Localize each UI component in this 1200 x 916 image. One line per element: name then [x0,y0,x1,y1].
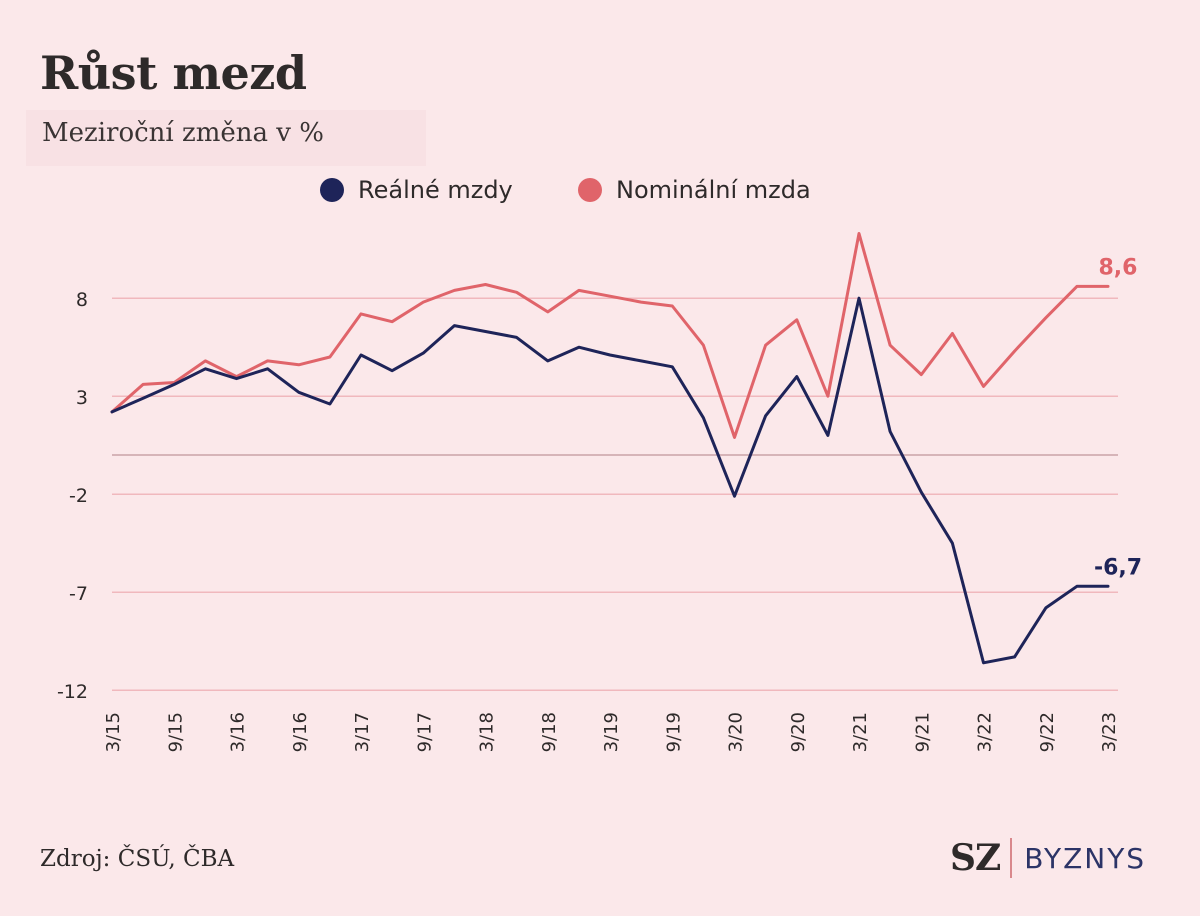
x-tick-label: 3/22 [975,712,996,752]
x-tick-label: 3/18 [477,712,498,752]
legend-marker-nominal [578,178,602,202]
y-tick-label: 3 [76,387,88,409]
x-tick-label: 9/21 [912,712,933,752]
source-note: Zdroj: ČSÚ, ČBA [40,846,235,872]
x-tick-label: 9/17 [414,712,435,752]
subtitle-background [26,110,426,166]
logo-byznys: BYZNYS [1024,841,1147,875]
x-tick-label: 3/23 [1099,712,1120,752]
x-tick-label: 9/22 [1037,712,1058,752]
series-line-real [110,296,1110,665]
y-tick-label: -2 [69,485,88,507]
x-tick-label: 3/19 [601,712,622,752]
x-tick-label: 9/19 [663,712,684,752]
y-tick-label: 8 [76,289,88,311]
publisher-logo: SZ BYZNYS [950,836,1146,880]
legend-marker-real [320,178,344,202]
logo-divider [1010,838,1013,878]
series-line-nominal [110,232,1110,439]
x-tick-label: 9/15 [165,712,186,752]
legend-item-real: Reálné mzdy [320,176,513,204]
x-tick-label: 3/17 [352,712,373,752]
data-label-nominal-last: 8,6 [1099,255,1138,280]
x-tick-label: 9/16 [290,712,311,752]
x-tick-label: 3/20 [726,712,747,752]
x-tick-label: 9/20 [788,712,809,752]
data-label-real-last: -6,7 [1094,555,1142,580]
x-tick-label: 9/18 [539,712,560,752]
legend-label-real: Reálné mzdy [358,176,513,204]
chart-title: Růst mezd [40,46,307,100]
x-tick-label: 3/16 [228,712,249,752]
y-tick-label: -7 [69,583,88,605]
legend-item-nominal: Nominální mzda [578,176,811,204]
chart-subtitle: Meziroční změna v % [42,118,324,148]
legend: Reálné mzdy Nominální mzda [0,176,1200,216]
x-tick-label: 3/21 [850,712,871,752]
x-tick-label: 3/15 [103,712,124,752]
logo-sz: SZ [950,837,1001,879]
y-tick-label: -12 [57,681,88,703]
legend-label-nominal: Nominální mzda [616,176,811,204]
